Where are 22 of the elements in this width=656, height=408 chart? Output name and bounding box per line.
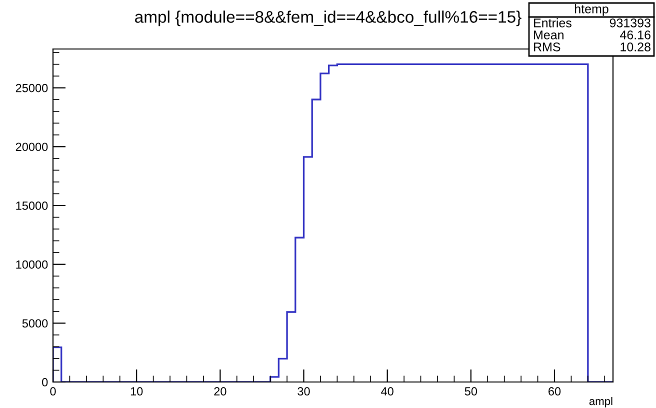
- text: 46.16: [620, 30, 650, 40]
- x-tick-label: 20: [214, 387, 226, 396]
- text: htemp: [575, 4, 608, 16]
- chart-title: ampl {module==8&&fem_id==4&&bco_full%16==15}: [135, 10, 522, 26]
- text: Mean: [534, 30, 564, 40]
- text: 931393: [610, 18, 650, 28]
- x-tick-label: 40: [381, 387, 394, 396]
- y-tick-label: 20000: [16, 142, 48, 152]
- y-tick-label: 10000: [16, 260, 48, 269]
- x-tick-label: 0: [50, 387, 56, 396]
- y-tick-label: 15000: [16, 202, 48, 210]
- x-tick-label: 10: [130, 387, 143, 396]
- x-tick-label: 50: [464, 387, 478, 396]
- x-tick-label: 30: [298, 387, 310, 396]
- text: Entries: [534, 18, 572, 28]
- y-tick-label: 0: [42, 378, 48, 386]
- y-tick-label: 25000: [16, 84, 48, 92]
- x-tick-label: 60: [548, 387, 561, 396]
- x-axis-title: ampl: [589, 396, 612, 408]
- y-tick-label: 5000: [22, 319, 48, 328]
- annotation: RMS: [534, 42, 560, 52]
- text: 10.28: [620, 42, 650, 52]
